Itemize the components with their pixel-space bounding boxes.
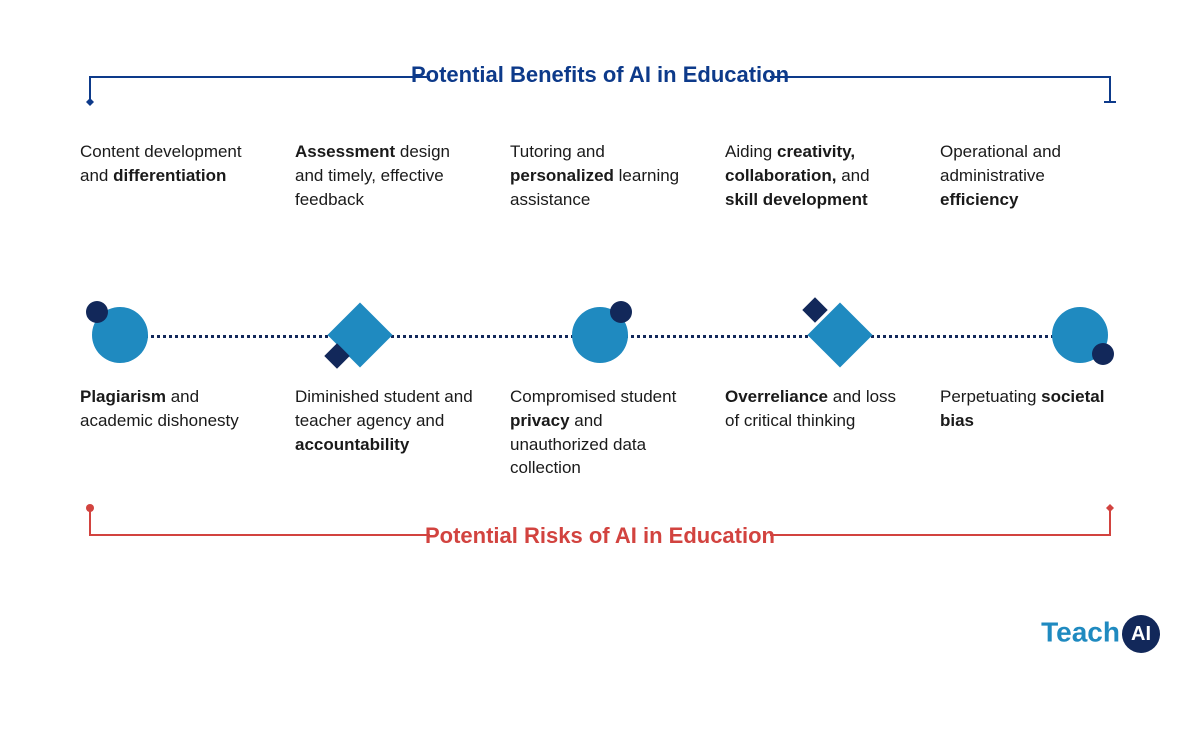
benefit-2: Assessment design and timely, effective … [295,140,475,230]
risk-col-2: Diminished student and teacher agency an… [295,370,475,730]
node-4 [800,295,880,375]
logo-badge: AI [1122,615,1160,653]
benefit-4: Aiding creativity, collaboration, and sk… [725,140,905,230]
risk-3: Compromised student privacy and unauthor… [510,385,690,480]
risk-col-5: Perpetuating societal bias [940,370,1120,730]
teach-ai-logo: TeachAI [1041,615,1160,653]
benefit-1: Content development and differentiation [80,140,260,230]
benefits-bracket [80,72,1120,112]
benefit-3: Tutoring and personalized learning assis… [510,140,690,230]
node-5 [1040,295,1120,375]
accent-icon [1092,343,1114,365]
benefit-5: Operational and administrative efficienc… [940,140,1120,230]
risk-2: Diminished student and teacher agency an… [295,385,475,456]
node-1 [80,295,160,375]
logo-text: Teach [1041,616,1120,647]
node-3 [560,295,640,375]
risk-5: Perpetuating societal bias [940,385,1120,433]
risk-col-4: Overreliance and loss of critical thinki… [725,370,905,730]
risks-container: Plagiarism and academic dishonesty Dimin… [80,370,1120,730]
risk-4: Overreliance and loss of critical thinki… [725,385,905,433]
risk-1: Plagiarism and academic dishonesty [80,385,260,433]
accent-icon [610,301,632,323]
node-2 [320,295,400,375]
risk-col-1: Plagiarism and academic dishonesty [80,370,260,730]
node-row [80,295,1120,375]
accent-icon [86,301,108,323]
risk-col-3: Compromised student privacy and unauthor… [510,370,690,730]
